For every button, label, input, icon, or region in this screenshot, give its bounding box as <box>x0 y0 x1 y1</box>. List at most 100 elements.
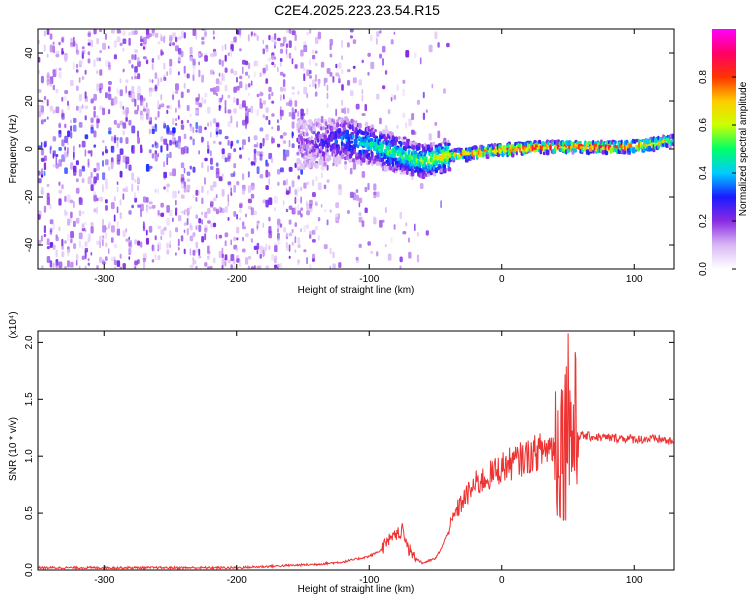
spectrogram-noise-cell <box>291 107 294 114</box>
spectrogram-noise-cell <box>148 90 152 97</box>
spectrogram-noise-cell <box>227 259 232 264</box>
spectrogram-noise-cell <box>175 122 178 126</box>
spectrogram-noise-cell <box>306 257 308 265</box>
spectrogram-noise-cell <box>172 134 175 143</box>
colorbar-tick-label: 0.4 <box>698 166 709 180</box>
spectrogram-noise-cell <box>96 206 99 214</box>
spectrogram-noise-cell <box>81 167 86 172</box>
spectrogram-noise-cell <box>294 100 298 107</box>
spectrogram-noise-cell <box>55 156 58 165</box>
spectrogram-noise-cell <box>367 71 370 76</box>
spectrogram-noise-cell <box>142 257 146 263</box>
spectrogram-noise-cell <box>116 186 119 193</box>
figure-title: C2E4.2025.223.23.54.R15 <box>274 2 440 18</box>
spectrogram-noise-cell <box>285 188 288 192</box>
spectrogram-noise-cell <box>87 233 91 242</box>
spectrogram-signal-cell <box>307 143 310 148</box>
spectrogram-noise-cell <box>122 263 126 269</box>
spectrogram-signal-cell <box>355 152 360 157</box>
spectrogram-noise-cell <box>323 77 328 83</box>
spectrogram-noise-cell <box>145 113 149 120</box>
spectrogram-noise-cell <box>186 184 191 190</box>
spectrogram-noise-cell <box>61 251 65 258</box>
spectrogram-noise-cell <box>52 84 55 91</box>
spectrogram-noise-cell <box>256 242 260 250</box>
spectrogram-noise-cell <box>268 86 272 93</box>
spectrogram-noise-cell <box>151 144 154 148</box>
spectrogram-signal-cell <box>361 157 366 163</box>
spectrogram-noise-cell <box>250 266 254 269</box>
spectrogram-noise-cell <box>55 67 57 75</box>
spectrogram-signal-cell <box>453 152 456 157</box>
spectrogram-noise-cell <box>70 211 73 219</box>
spectrogram-noise-cell <box>157 54 160 60</box>
spectrogram-noise-cell <box>230 239 232 246</box>
spectrogram-noise-cell <box>119 199 122 206</box>
spectrogram-noise-cell <box>256 35 259 41</box>
spectrogram-noise-cell <box>282 200 285 206</box>
spectrogram-noise-cell <box>131 86 135 94</box>
spectrogram-signal-cell <box>312 125 315 129</box>
x-tick-label: -300 <box>94 274 114 285</box>
spectrogram-noise-cell <box>61 96 64 102</box>
spectrogram-noise-cell <box>379 117 382 125</box>
spectrogram-signal-cell <box>658 140 661 147</box>
spectrogram-signal-cell <box>309 119 312 125</box>
spectrogram-noise-cell <box>198 248 201 256</box>
spectrogram-noise-cell <box>70 261 74 268</box>
spectrogram-noise-cell <box>239 48 242 52</box>
spectrogram-noise-cell <box>180 50 184 58</box>
spectrogram-noise-cell <box>352 39 357 44</box>
y-tick-label: -20 <box>24 189 35 204</box>
spectrogram-signal-cell <box>614 140 617 145</box>
spectrogram-noise-cell <box>198 69 201 78</box>
spectrogram-signal-cell <box>468 146 472 152</box>
spectrogram-noise-cell <box>134 178 137 183</box>
spectrogram-noise-cell <box>411 113 415 121</box>
spectrogram-noise-cell <box>233 148 237 153</box>
spectrogram-noise-cell <box>379 219 383 228</box>
spectrogram-noise-cell <box>177 54 182 62</box>
spectrogram-noise-cell <box>186 146 189 154</box>
spectrogram-noise-cell <box>186 119 190 124</box>
spectrogram-noise-cell <box>303 67 306 72</box>
spectrogram-noise-cell <box>151 244 154 251</box>
spectrogram-noise-cell <box>268 152 273 160</box>
spectrogram-noise-cell <box>218 59 222 65</box>
spectrogram-noise-cell <box>268 233 273 239</box>
spectrogram-noise-cell <box>317 217 321 222</box>
spectrogram-noise-cell <box>70 119 72 124</box>
spectrogram-noise-cell <box>227 194 229 203</box>
spectrogram-noise-cell <box>87 258 90 262</box>
spectrogram-noise-cell <box>198 255 202 259</box>
spectrogram-noise-cell <box>148 149 152 154</box>
spectrogram-noise-cell <box>329 209 332 213</box>
spectrogram-noise-cell <box>204 177 206 185</box>
spectrogram-noise-cell <box>247 83 251 88</box>
spectrogram-signal-cell <box>423 174 426 178</box>
spectrogram-signal-cell <box>423 161 426 166</box>
spectrogram-noise-cell <box>379 53 383 59</box>
spectrogram-noise-cell <box>221 153 226 160</box>
spectrogram-noise-cell <box>201 197 204 205</box>
spectrogram-signal-cell <box>671 134 674 140</box>
spectrogram-noise-cell <box>93 110 96 118</box>
spectrogram-noise-cell <box>279 43 284 47</box>
spectrogram-noise-cell <box>58 159 62 167</box>
spectrogram-noise-cell <box>93 59 96 68</box>
spectrogram-noise-cell <box>390 97 393 102</box>
spectrogram-noise-cell <box>110 202 115 210</box>
spectrogram-noise-cell <box>154 116 158 121</box>
spectrogram-noise-cell <box>434 31 438 40</box>
spectrogram-noise-cell <box>300 108 304 116</box>
spectrogram-noise-cell <box>335 163 338 167</box>
spectrogram-noise-cell <box>75 160 78 165</box>
spectrogram-noise-cell <box>52 222 55 231</box>
spectrogram-noise-cell <box>271 61 275 66</box>
spectrogram-noise-cell <box>81 255 85 260</box>
spectrogram-noise-cell <box>341 39 343 48</box>
spectrogram-signal-cell <box>312 156 315 163</box>
spectrogram-noise-cell <box>87 38 91 43</box>
spectrogram-noise-cell <box>38 145 42 150</box>
spectrogram-noise-cell <box>122 193 125 200</box>
